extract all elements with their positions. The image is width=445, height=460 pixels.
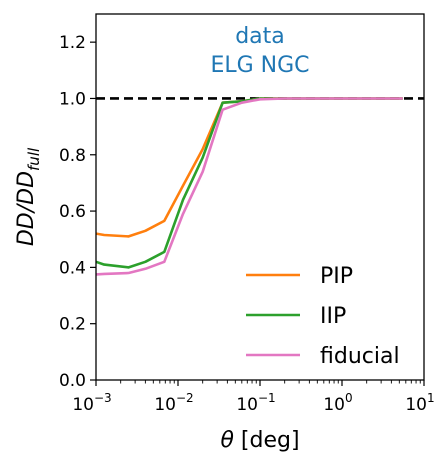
- annotation: data ELG NGC: [210, 24, 309, 78]
- annotation-line: ELG NGC: [210, 53, 309, 78]
- x-tick-label: 10−1: [236, 391, 275, 415]
- y-tick-label: 0.6: [59, 202, 86, 222]
- series-IIP: [96, 97, 403, 269]
- legend-item-fiducial: fiducial: [246, 344, 400, 369]
- y-tick-label: 0.2: [59, 315, 86, 335]
- legend-label: PIP: [320, 264, 353, 289]
- y-tick-label: 0.0: [59, 371, 86, 391]
- x-tick-label: 10−3: [72, 391, 111, 415]
- axis-labels: θ [deg] DD/DDfull: [14, 147, 300, 453]
- series-line-fiducial: [96, 97, 403, 276]
- legend: PIP IIP fiducial: [246, 264, 400, 369]
- x-tick-label: 101: [405, 391, 434, 415]
- legend-item-PIP: PIP: [246, 264, 353, 289]
- series-line-PIP: [96, 97, 403, 238]
- y-tick-label: 0.4: [59, 258, 86, 278]
- legend-label: fiducial: [320, 344, 400, 369]
- x-axis-label: θ [deg]: [220, 428, 299, 453]
- series-line-IIP: [96, 97, 403, 269]
- series-fiducial: [96, 97, 403, 276]
- legend-label: IIP: [320, 304, 346, 329]
- series-PIP: [96, 97, 403, 238]
- y-tick-label: 1.2: [59, 33, 86, 53]
- x-tick-label: 100: [323, 391, 352, 415]
- y-tick-label: 0.8: [59, 146, 86, 166]
- x-tick-label: 10−2: [154, 391, 193, 415]
- y-axis: 0.0 0.2 0.4 0.6 0.8 1.0 1.2: [59, 33, 96, 391]
- y-tick-label: 1.0: [59, 89, 86, 109]
- annotation-line: data: [235, 24, 285, 49]
- x-axis: 10−3 10−2 10−1 100 101: [72, 380, 435, 415]
- y-axis-label: DD/DDfull: [14, 147, 43, 246]
- legend-item-IIP: IIP: [246, 304, 346, 329]
